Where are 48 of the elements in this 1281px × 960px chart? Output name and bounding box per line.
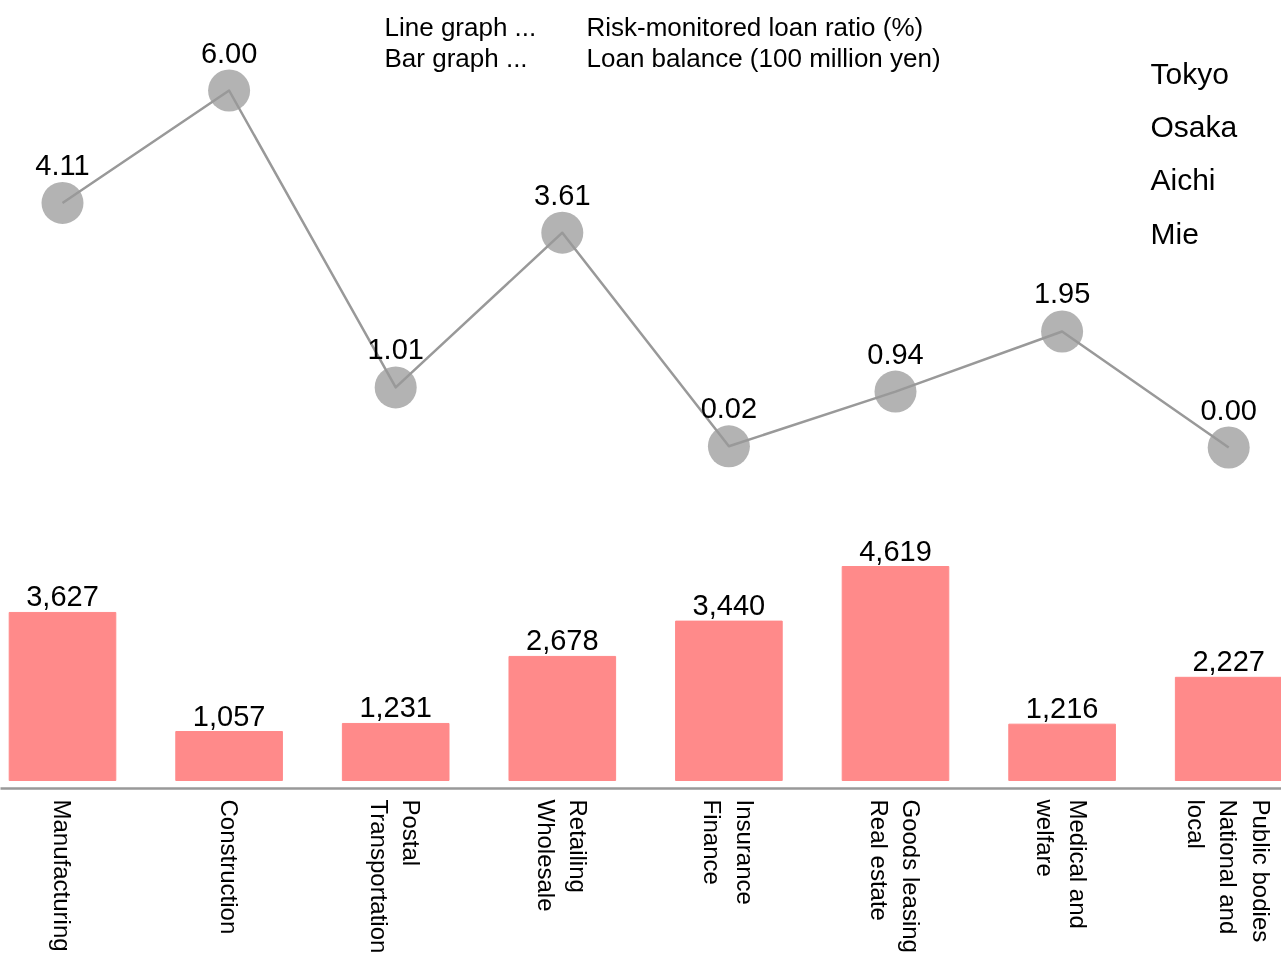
annotation: Aichi <box>1150 163 1216 197</box>
point <box>1041 310 1084 353</box>
data-label: 0.94 <box>867 337 924 370</box>
x-tick-label: Medical and welfare <box>1032 798 1092 929</box>
data-label: 1.95 <box>1033 277 1091 310</box>
bar <box>8 611 117 781</box>
data-label: 1,231 <box>359 691 432 724</box>
data-label: 1,057 <box>192 699 266 732</box>
data-label: 0.00 <box>1200 393 1257 426</box>
annotation: Mie <box>1150 216 1199 250</box>
data-label: 1,216 <box>1025 692 1099 725</box>
point <box>208 69 251 112</box>
data-label: 4,619 <box>859 534 932 567</box>
text: Tokyo <box>1150 56 1229 90</box>
point <box>874 370 917 413</box>
bar <box>1174 676 1281 781</box>
x-tick-label: Retailing Wholesale <box>532 799 592 912</box>
bar <box>508 655 617 781</box>
text: Risk-monitored loan ratio (%) <box>586 11 924 42</box>
data-label: 3,440 <box>692 589 766 622</box>
x-tick-label: Public bodies National and local <box>1182 799 1275 943</box>
data-label: 4.11 <box>35 148 90 181</box>
x-tick-label: Manufacturing <box>49 799 76 952</box>
data-label: 1.01 <box>367 333 424 366</box>
data-label: 3.61 <box>534 178 591 211</box>
text: Line graph ... <box>384 11 537 42</box>
point <box>541 211 584 254</box>
x-tick-label: Insurance Finance <box>699 799 759 905</box>
bar <box>841 566 950 781</box>
point <box>1207 426 1250 469</box>
point <box>707 425 750 468</box>
data-label: 3,627 <box>26 580 99 613</box>
bar <box>1008 723 1116 781</box>
data-label: 0.02 <box>700 392 758 425</box>
x-tick-label: Goods leasing Real estate <box>865 799 926 953</box>
bar <box>341 722 450 781</box>
bar <box>675 620 783 781</box>
point <box>374 366 417 409</box>
point <box>41 182 84 224</box>
annotation: Osaka <box>1150 109 1238 143</box>
x-tick-label: Construction <box>215 799 243 935</box>
text: Loan balance (100 million yen) <box>586 42 941 73</box>
x-tick-label: Postal Transportation <box>366 799 426 954</box>
data-label: 2,678 <box>526 624 599 657</box>
data-label: 2,227 <box>1192 645 1265 678</box>
text: Bar graph ... <box>384 42 528 73</box>
data-label: 6.00 <box>200 36 258 69</box>
bar <box>175 731 283 781</box>
